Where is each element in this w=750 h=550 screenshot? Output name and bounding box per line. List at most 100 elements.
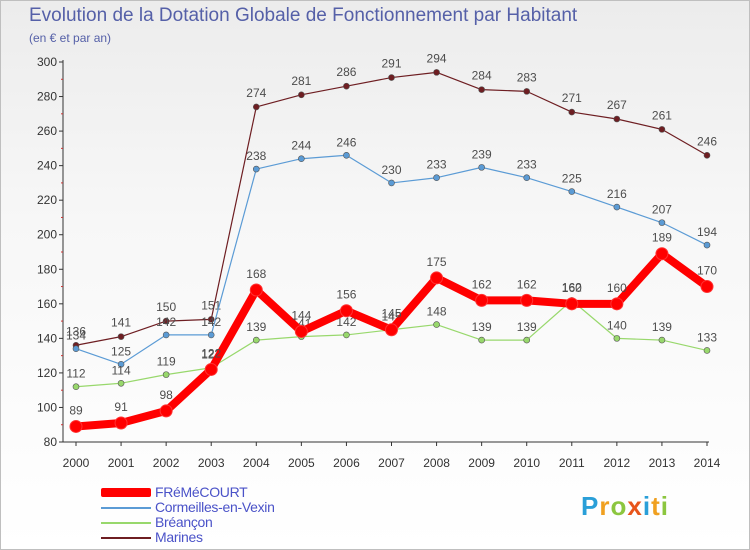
x-tick-label: 2006 [333,456,360,470]
data-label-marines: 151 [201,298,221,312]
data-label-marines: 267 [607,98,627,112]
data-point-cormeilles-en-vexin [613,203,621,211]
data-label-marines: 271 [562,91,582,105]
y-tick-label: 80 [44,435,58,449]
y-tick-label: 220 [37,193,57,207]
data-point-breancon [703,347,711,354]
x-tick-label: 2007 [378,456,405,470]
data-point-breancon [658,336,666,344]
data-point-marines [298,91,305,99]
data-point-cormeilles-en-vexin [658,219,666,226]
data-point-fremecourt [565,297,579,311]
data-point-breancon [343,331,350,339]
y-tick-label: 240 [37,159,57,173]
y-tick-label: 280 [37,90,57,104]
data-label-cormeilles-en-vexin: 230 [381,163,401,177]
data-point-fremecourt [700,280,714,294]
data-label-marines: 136 [66,324,86,338]
data-label-cormeilles-en-vexin: 239 [472,147,492,161]
data-label-fremecourt: 170 [697,264,717,278]
x-tick-label: 2014 [694,456,721,470]
data-label-cormeilles-en-vexin: 246 [336,135,356,149]
data-point-fremecourt [69,419,83,433]
data-label-breancon: 140 [607,318,627,332]
x-tick-label: 2003 [198,456,225,470]
x-tick-label: 2001 [108,456,135,470]
y-tick-label: 140 [37,331,57,345]
y-tick-label: 260 [37,124,57,138]
x-tick-label: 2009 [468,456,495,470]
x-tick-label: 2011 [559,456,585,470]
x-tick-label: 2008 [423,456,450,470]
data-label-marines: 141 [111,316,131,330]
chart-title: Evolution de la Dotation Globale de Fonc… [29,5,578,26]
data-label-marines: 294 [427,51,447,65]
data-label-marines: 283 [517,70,537,84]
data-point-cormeilles-en-vexin [343,151,350,159]
data-label-marines: 246 [697,134,717,148]
legend-label-fremecourt: FRéMéCOURT [155,484,248,500]
legend-label-marines: Marines [155,529,203,545]
data-label-fremecourt: 144 [291,308,311,322]
logo-letter: i [642,491,652,521]
data-label-breancon: 139 [652,320,672,334]
x-tick-label: 2002 [153,456,180,470]
y-tick-label: 200 [37,228,57,242]
data-point-fremecourt [204,362,218,376]
data-point-breancon [478,336,485,344]
data-label-cormeilles-en-vexin: 142 [156,315,176,329]
data-label-cormeilles-en-vexin: 244 [291,139,311,153]
data-point-fremecourt [159,404,173,418]
data-label-fremecourt: 162 [472,277,492,291]
data-label-breancon: 148 [427,305,447,319]
data-point-fremecourt [249,283,263,297]
x-tick-label: 2005 [288,456,315,470]
data-point-cormeilles-en-vexin [117,360,125,368]
data-label-fremecourt: 189 [652,231,672,245]
data-point-cormeilles-en-vexin [252,165,260,173]
data-label-cormeilles-en-vexin: 225 [562,172,582,186]
data-point-marines [568,108,576,116]
data-point-cormeilles-en-vexin [388,179,395,187]
data-point-marines [343,82,350,90]
data-point-breancon [252,336,260,344]
data-label-fremecourt: 168 [246,267,266,281]
x-tick-label: 2000 [63,456,90,470]
data-label-cormeilles-en-vexin: 134 [66,329,86,343]
x-tick-label: 2013 [649,456,676,470]
data-point-breancon [117,379,125,387]
data-point-marines [207,316,215,323]
data-point-cormeilles-en-vexin [72,345,80,353]
logo-letter: t [651,491,661,521]
logo-letter: x [627,491,643,521]
data-label-fremecourt: 89 [69,403,83,417]
data-point-fremecourt [655,247,669,261]
data-label-breancon: 139 [517,320,537,334]
chart-subtitle: (en € et par an) [29,31,112,45]
x-tick-label: 2004 [243,456,270,470]
data-point-marines [117,333,125,340]
data-label-fremecourt: 156 [336,288,356,302]
data-label-cormeilles-en-vexin: 142 [201,315,221,329]
data-point-cormeilles-en-vexin [298,155,305,163]
data-label-fremecourt: 98 [159,388,173,402]
data-point-marines [523,88,531,95]
data-label-cormeilles-en-vexin: 216 [607,187,627,201]
y-tick-label: 300 [37,55,57,69]
data-point-fremecourt [520,293,534,307]
data-point-fremecourt [610,297,624,311]
data-point-marines [162,317,170,325]
proxiti-logo: Proxiti [581,491,669,522]
data-point-marines [433,69,440,76]
data-point-fremecourt [339,304,353,318]
data-label-marines: 274 [246,86,266,100]
data-label-cormeilles-en-vexin: 194 [697,225,717,239]
data-point-fremecourt [114,416,128,430]
legend-swatch-marines [101,537,151,539]
legend-swatch-cormeilles [101,507,151,509]
data-point-breancon [162,371,170,378]
y-tick-label: 180 [37,262,57,276]
data-label-cormeilles-en-vexin: 207 [652,203,672,217]
